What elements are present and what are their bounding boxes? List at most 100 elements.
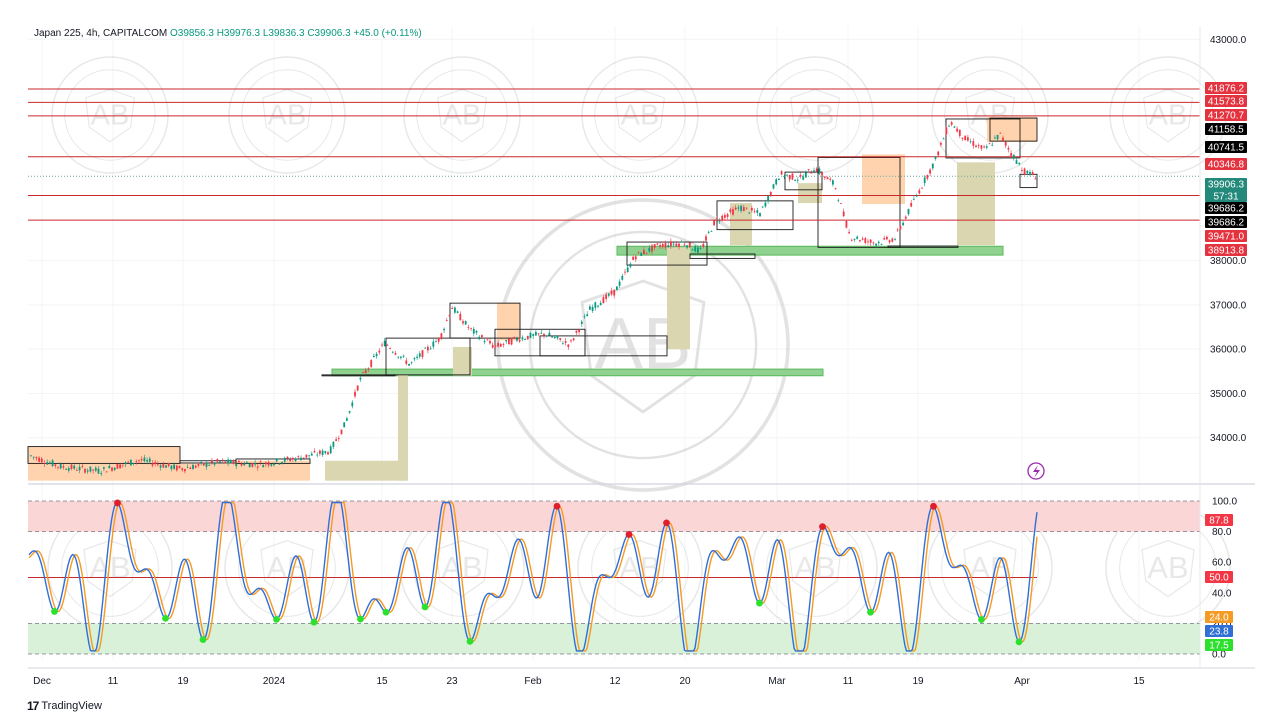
candle-body (586, 314, 589, 317)
candle-body (491, 344, 494, 348)
candle-body (540, 332, 543, 334)
candle-body (737, 207, 740, 209)
current-price-label-text: 39906.3 (1208, 180, 1245, 191)
candle-body (675, 243, 678, 247)
candle-body (659, 245, 661, 247)
symbol-header[interactable]: Japan 225, 4h, CAPITALCOM O39856.3 H3997… (34, 28, 422, 39)
candle-body (996, 134, 999, 140)
shield-icon (788, 540, 842, 598)
candle-body (778, 178, 780, 180)
candle-body (613, 289, 616, 296)
candle-body (227, 459, 229, 464)
candle-body (969, 141, 972, 143)
candle-body (270, 464, 273, 466)
candle-body (691, 249, 694, 251)
level-label (1205, 158, 1247, 170)
candle-body (645, 252, 648, 254)
candle-body (481, 335, 483, 338)
shield-icon (963, 540, 1017, 598)
candle-body (310, 453, 313, 456)
candle-body (1034, 178, 1037, 180)
candle-body (896, 229, 899, 231)
candle-body (51, 460, 54, 467)
candle-body (1029, 171, 1031, 175)
range-box (989, 117, 1038, 142)
oscillator-panel[interactable] (28, 499, 1200, 655)
symbol-title[interactable]: Japan 225, 4h, CAPITALCOM (34, 28, 168, 39)
candle-body (435, 341, 437, 343)
candle-body (181, 468, 184, 471)
candle-body (589, 306, 591, 310)
candle-body (724, 214, 726, 218)
level-label (1205, 141, 1247, 153)
x-tick-label: 23 (446, 676, 458, 687)
candle-body (829, 178, 832, 180)
candle-body (950, 122, 953, 125)
candle-body (321, 450, 324, 455)
candle-body (170, 465, 173, 470)
watermark-monogram: AB (1147, 550, 1188, 585)
range-box (945, 118, 1021, 159)
candle-body (43, 463, 46, 464)
candle-body (175, 465, 178, 471)
level-label (1205, 216, 1247, 228)
candle-body (572, 338, 575, 341)
candle-body (699, 248, 702, 250)
candle-body (454, 307, 456, 313)
candle-body (354, 391, 356, 397)
candle-body (410, 362, 413, 363)
candle-body (526, 335, 529, 340)
candle-body (267, 462, 270, 466)
candles (30, 120, 1037, 477)
price-panel[interactable] (27, 88, 1200, 481)
candle-body (197, 464, 200, 466)
candle-body (510, 339, 513, 345)
candle-body (375, 353, 378, 357)
candle-body (59, 463, 62, 469)
discount-zone (667, 247, 690, 350)
support-zone (616, 245, 1004, 256)
current-price-label (1205, 178, 1247, 202)
overbought-signal-dot (819, 523, 826, 530)
shield-icon (83, 540, 137, 598)
candle-body (189, 467, 192, 469)
watermark-ring-inner (416, 69, 508, 161)
range-box (449, 302, 521, 339)
candle-body (92, 469, 94, 471)
candle-body (140, 459, 143, 461)
overbought-signal-dot (114, 499, 121, 507)
level-label-text: 41573.8 (1208, 97, 1245, 108)
candle-body (251, 463, 254, 467)
candle-body (578, 329, 580, 333)
x-tick-label: 15 (376, 676, 388, 687)
tradingview-brand[interactable]: 17 TradingView (27, 699, 102, 713)
candle-body (216, 459, 219, 462)
oversold-signal-dot (421, 603, 429, 611)
candle-body (548, 332, 551, 336)
candle-body (1015, 160, 1018, 164)
watermark: AB (403, 56, 521, 174)
candle-body (1002, 137, 1004, 141)
candle-body (505, 339, 508, 342)
osc-tick-label: 80.0 (1212, 527, 1232, 538)
watermark-ring (581, 56, 699, 174)
candle-body (397, 356, 400, 358)
candle-body (680, 241, 683, 243)
candle-body (907, 208, 910, 215)
candle-body (562, 343, 564, 345)
candle-body (76, 470, 78, 471)
candle-body (556, 336, 559, 339)
candle-body (1031, 172, 1034, 175)
price-tick-label: 35000.0 (1210, 389, 1247, 400)
candle-body (283, 457, 286, 462)
level-label (1205, 202, 1247, 214)
oversold-signal-dot (273, 615, 280, 623)
candle-body (49, 462, 51, 464)
level-label (1205, 82, 1247, 94)
candle-body (151, 463, 154, 466)
candle-body (767, 195, 769, 202)
candle-body (113, 467, 116, 470)
candle-body (748, 212, 751, 214)
candle-body (103, 467, 105, 469)
